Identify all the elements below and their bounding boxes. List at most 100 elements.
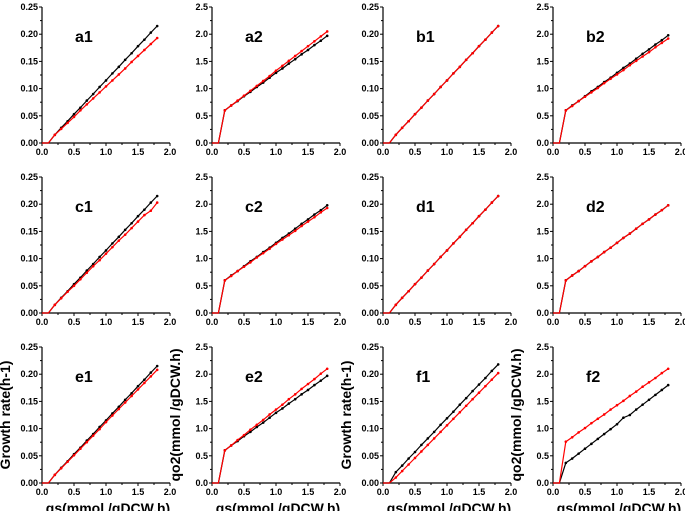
x-axis-label: qs(mmol /gDCW.h) <box>216 500 340 511</box>
x-tick-label: 1.5 <box>302 487 315 497</box>
y-tick-label: 1.5 <box>195 396 208 406</box>
data-point <box>143 208 146 211</box>
y-axis-label: Growth rate(h-1) <box>0 361 13 470</box>
data-point <box>426 443 430 447</box>
data-point <box>564 279 568 282</box>
data-point <box>274 411 278 415</box>
panel-d1: 0.00 0.05 0.10 0.15 0.20 0.25 0.0 0.5 1.0 1.5 2.0 d… <box>361 172 517 327</box>
data-point <box>666 33 670 37</box>
data-point <box>79 106 82 109</box>
x-tick-label: 1.0 <box>611 317 624 327</box>
x-tick-label: 1.5 <box>643 487 656 497</box>
series-line-red <box>383 372 499 484</box>
data-point <box>426 99 430 102</box>
panel-label: b1 <box>416 29 435 46</box>
data-point <box>602 413 606 416</box>
data-point <box>496 194 500 198</box>
data-point <box>634 57 638 60</box>
data-point <box>130 60 133 64</box>
data-point <box>590 260 593 263</box>
y-tick-label: 0.10 <box>361 84 379 94</box>
data-point <box>641 55 644 58</box>
x-tick-label: 1.0 <box>100 317 113 327</box>
x-tick-label: 1.5 <box>302 147 315 157</box>
data-point <box>439 255 442 259</box>
y-tick-label: 0.25 <box>361 342 379 352</box>
data-point <box>149 42 153 46</box>
data-point <box>59 297 63 300</box>
data-point <box>255 84 259 88</box>
x-tick-label: 1.0 <box>270 147 283 157</box>
x-tick-label: 0.0 <box>36 147 49 157</box>
data-point <box>136 214 140 218</box>
data-point <box>609 77 612 81</box>
data-point <box>452 72 455 75</box>
panel-c2: 0.0 0.5 1.0 1.5 2.0 2.5 0.0 0.5 1.0 1.5 2.0 c2 <box>195 172 346 327</box>
data-point <box>149 375 153 378</box>
data-point <box>432 92 436 96</box>
panel-e2: 0.0 0.5 1.0 1.5 2.0 2.5 0.0 0.5 1.0 1.5 2.0 e2 qo2(m… <box>167 342 346 511</box>
y-tick-label: 2.5 <box>195 342 208 352</box>
data-point <box>249 428 252 431</box>
y-tick-label: 1.5 <box>195 56 208 66</box>
data-point <box>570 436 574 439</box>
data-point <box>577 269 580 273</box>
data-point <box>223 449 227 452</box>
data-point <box>570 457 574 460</box>
data-point <box>666 367 670 371</box>
data-point <box>249 430 252 434</box>
data-point <box>136 44 140 48</box>
data-point <box>590 442 593 446</box>
x-tick-label: 0.5 <box>409 147 422 157</box>
data-point <box>155 194 159 198</box>
data-point <box>123 67 127 70</box>
y-tick-label: 2.5 <box>536 342 549 352</box>
data-point <box>117 239 121 242</box>
data-point <box>98 258 101 262</box>
series-line-red <box>212 368 328 484</box>
data-point <box>484 376 487 380</box>
data-point <box>242 265 246 269</box>
y-tick-label: 0.5 <box>536 281 549 291</box>
data-point <box>98 91 101 94</box>
x-tick-label: 2.0 <box>675 147 685 157</box>
data-point <box>622 416 625 420</box>
x-tick-label: 1.0 <box>100 147 113 157</box>
data-point <box>325 206 329 210</box>
x-tick-label: 0.5 <box>68 147 81 157</box>
data-point <box>236 438 239 442</box>
y-tick-label: 0.15 <box>20 56 38 66</box>
data-point <box>319 39 323 43</box>
data-point <box>123 401 127 404</box>
y-tick-label: 0.0 <box>195 478 208 488</box>
x-tick-label: 1.0 <box>100 487 113 497</box>
data-point <box>666 203 670 207</box>
data-point <box>666 37 670 40</box>
y-tick-label: 1.5 <box>195 226 208 236</box>
data-point <box>306 382 310 386</box>
data-point <box>319 35 323 38</box>
data-point <box>634 390 638 393</box>
y-tick-label: 1.5 <box>536 226 549 236</box>
data-point <box>570 104 574 108</box>
data-point <box>319 208 323 212</box>
data-point <box>111 245 114 249</box>
panel-f1: 0.00 0.05 0.10 0.15 0.20 0.25 0.0 0.5 1.0 1.5 2.0 f… <box>338 342 517 511</box>
data-point <box>293 229 297 233</box>
data-point <box>306 48 310 52</box>
series-line-red <box>553 368 669 484</box>
data-point <box>647 50 651 54</box>
series-line-black <box>42 365 158 484</box>
panel-label: f1 <box>416 369 430 386</box>
y-tick-label: 0.05 <box>20 111 38 121</box>
data-point <box>407 463 410 466</box>
y-tick-label: 0.20 <box>361 199 379 209</box>
data-point <box>458 403 462 406</box>
series-line-red <box>42 37 158 144</box>
data-point <box>325 34 329 38</box>
y-tick-label: 0.0 <box>536 138 549 148</box>
data-point <box>602 432 606 436</box>
x-tick-label: 0.0 <box>547 147 560 157</box>
data-point <box>420 443 423 447</box>
